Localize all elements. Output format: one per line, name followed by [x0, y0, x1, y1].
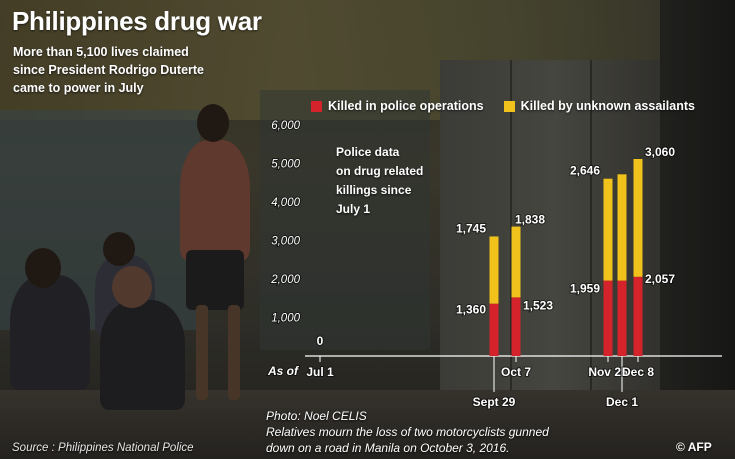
bar-segment-police: [489, 303, 499, 356]
y-tick-label: 6,000: [271, 120, 300, 132]
person-seated-head: [112, 266, 152, 308]
bar-segment-unknown: [511, 226, 521, 298]
person-seated: [100, 300, 185, 410]
bar-segment-unknown: [489, 236, 499, 304]
bar-segment-police: [633, 276, 643, 356]
person-seated-head: [103, 232, 135, 266]
person-standing-leg: [196, 305, 208, 400]
source-note: Source : Philippines National Police: [12, 442, 194, 454]
photo-credit: Photo: Noel CELIS Relatives mourn the lo…: [266, 408, 549, 456]
data-label: 0: [317, 334, 324, 348]
y-tick-label: 1,000: [271, 313, 300, 325]
person-standing-leg: [228, 305, 240, 400]
x-tick-label: Sept 29: [473, 395, 516, 409]
as-of-label: As of: [267, 364, 299, 378]
credit-line: down on a road in Manila on October 3, 2…: [266, 441, 510, 455]
door-seam: [510, 60, 512, 390]
subtitle-line: came to power in July: [13, 81, 144, 95]
bar-segment-police: [603, 280, 613, 356]
note-line: Police data: [336, 145, 400, 159]
afp-logo: © AFP: [676, 440, 712, 454]
data-label: 1,523: [523, 298, 553, 312]
legend-label: Killed in police operations: [328, 99, 484, 113]
legend-item-unknown: Killed by unknown assailants: [503, 99, 695, 113]
metal-door: [440, 60, 670, 390]
legend-swatch-unknown: [503, 100, 515, 112]
x-tick-label: Oct 7: [501, 365, 531, 379]
note-line: July 1: [336, 202, 371, 216]
door-seam: [590, 60, 592, 390]
data-label: 2,057: [645, 272, 675, 286]
bar-segment-unknown: [617, 174, 627, 281]
credit-line: Photo: Noel CELIS: [266, 409, 367, 423]
credit-line: Relatives mourn the loss of two motorcyc…: [266, 425, 549, 439]
data-label: 1,745: [456, 221, 486, 235]
data-label: 3,060: [645, 145, 675, 159]
person-seated: [10, 275, 90, 390]
legend: Killed in police operations Killed by un…: [311, 99, 695, 113]
wall-panel-center: [260, 90, 430, 350]
chart-title: Philippines drug war: [12, 6, 262, 36]
data-label: 1,959: [570, 282, 600, 296]
legend-label: Killed by unknown assailants: [520, 99, 695, 113]
data-label: 1,838: [515, 213, 545, 227]
bar-segment-unknown: [603, 178, 613, 281]
y-tick-label: 5,000: [271, 159, 300, 171]
note-line: on drug related: [336, 164, 424, 178]
dark-edge: [660, 0, 735, 459]
subtitle-line: More than 5,100 lives claimed: [13, 45, 189, 59]
bar-segment-police: [511, 297, 521, 356]
chart-note: Police data on drug related killings sin…: [336, 143, 456, 219]
data-label: 2,646: [570, 164, 600, 178]
subtitle-line: since President Rodrigo Duterte: [13, 63, 205, 77]
y-tick-label: 4,000: [271, 197, 300, 209]
person-standing-head: [197, 104, 229, 142]
legend-item-police: Killed in police operations: [311, 99, 484, 113]
person-standing-shirt: [180, 140, 250, 260]
y-tick-label: 2,000: [270, 274, 300, 286]
note-line: killings since: [336, 183, 412, 197]
legend-swatch-police: [311, 100, 322, 112]
y-tick-label: 3,000: [271, 236, 300, 248]
x-tick-label: Jul 1: [306, 365, 334, 379]
bar-segment-unknown: [633, 158, 643, 277]
x-tick-label: Dec 1: [606, 395, 638, 409]
person-standing-shorts: [186, 250, 244, 310]
x-tick-label: Nov 25: [588, 365, 628, 379]
bar-segment-police: [617, 280, 627, 356]
chart-subtitle: More than 5,100 lives claimed since Pres…: [13, 43, 233, 97]
x-tick-label: Dec 8: [622, 365, 654, 379]
data-label: 1,360: [456, 303, 486, 317]
person-seated-head: [25, 248, 61, 288]
